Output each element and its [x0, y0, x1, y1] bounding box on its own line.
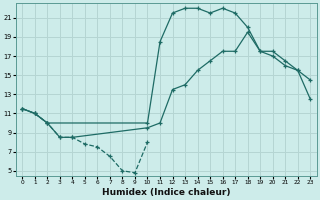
X-axis label: Humidex (Indice chaleur): Humidex (Indice chaleur): [102, 188, 230, 197]
